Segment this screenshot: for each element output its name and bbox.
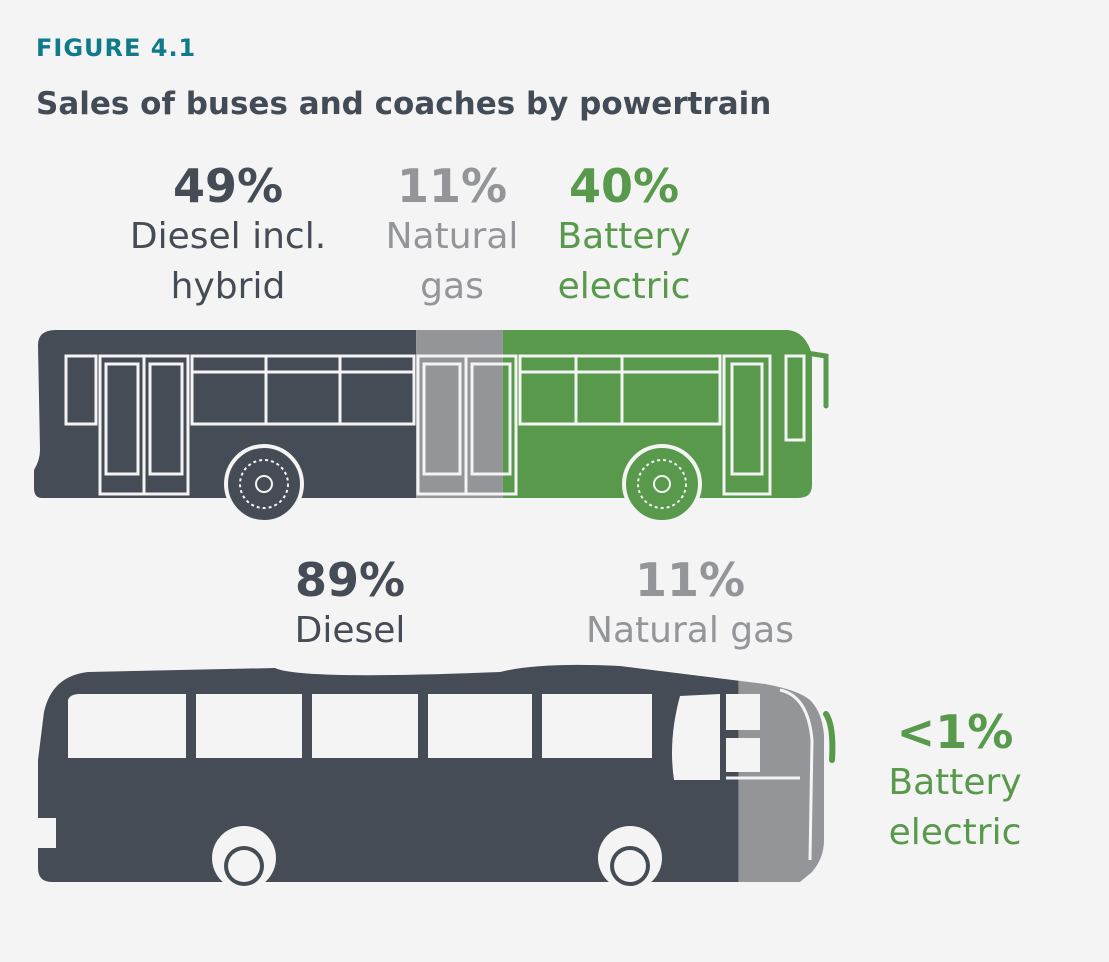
coach-rear-wheel <box>212 826 276 890</box>
bus-label-diesel: 49% Diesel incl. hybrid <box>98 160 358 312</box>
coach-battery-name: Battery electric <box>888 762 1022 853</box>
coach-label-battery-electric: <1% Battery electric <box>855 706 1055 858</box>
coach-label-natural-gas: 11% Natural gas <box>555 554 825 656</box>
bus-battery-name: Battery electric <box>557 216 691 307</box>
bus-label-battery-electric: 40% Battery electric <box>534 160 714 312</box>
figure-title: Sales of buses and coaches by powertrain <box>36 86 772 122</box>
bus-front-wheel <box>622 444 702 524</box>
coach-label-diesel: 89% Diesel <box>230 554 470 656</box>
coach-natural-gas-pct: 11% <box>634 553 746 607</box>
bus-diesel-pct: 49% <box>172 159 284 213</box>
bus-segment-diesel <box>34 330 417 498</box>
coach-front-wheel <box>598 826 662 890</box>
coach-diesel-name: Diesel <box>294 610 406 651</box>
bus-battery-pct: 40% <box>568 159 680 213</box>
bus-natural-gas-pct: 11% <box>396 159 508 213</box>
coach-natural-gas-name: Natural gas <box>586 610 794 651</box>
coach-mirror-battery <box>823 711 836 763</box>
coach-windows <box>38 694 760 848</box>
coach-diesel-pct: 89% <box>294 553 406 607</box>
bus-windows <box>64 354 806 496</box>
coach-segment-battery-electric <box>826 650 830 900</box>
bus-graphic <box>34 330 829 524</box>
bus-rear-wheel <box>224 444 304 524</box>
figure-label: FIGURE 4.1 <box>36 34 197 62</box>
bus-diesel-name: Diesel incl. hybrid <box>129 216 327 307</box>
coach-battery-pct: <1% <box>896 705 1014 759</box>
bus-label-natural-gas: 11% Natural gas <box>372 160 532 312</box>
coach-graphic <box>38 650 836 900</box>
bus-natural-gas-name: Natural gas <box>385 216 519 307</box>
